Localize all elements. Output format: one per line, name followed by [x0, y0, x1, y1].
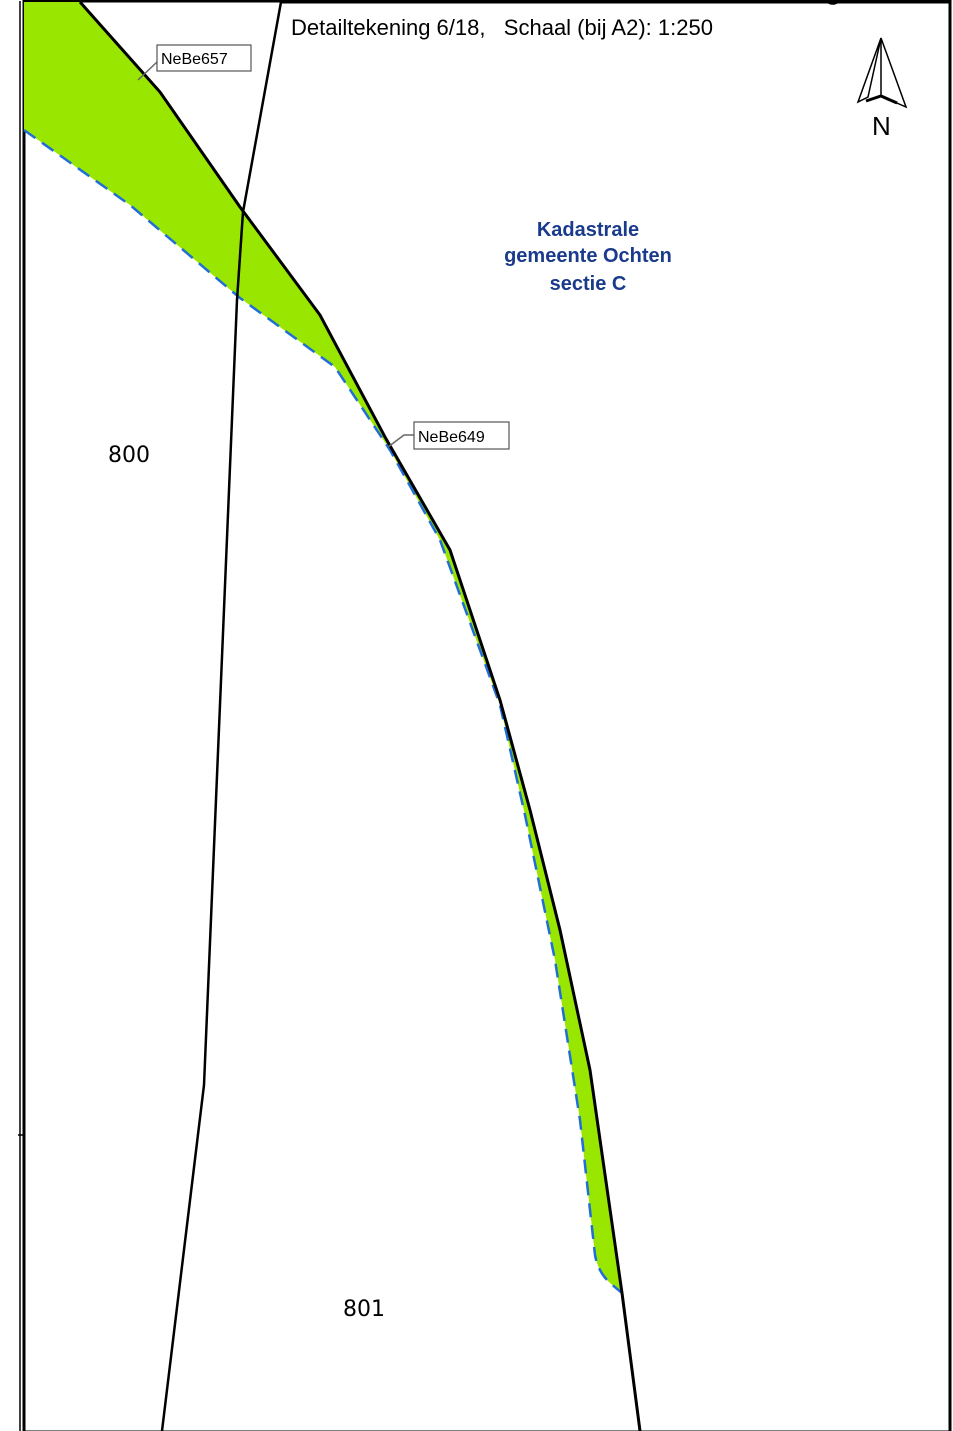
cadastral-label-line1: Kadastrale — [537, 219, 639, 241]
callout-2: NeBe649 — [387, 421, 510, 450]
callout-1-box — [156, 44, 252, 72]
parcel-boundary-line — [160, 1, 283, 1431]
callout-1-label: NeBe657 — [161, 51, 228, 68]
callout-2-leader — [387, 434, 414, 448]
cadastral-label-line2: gemeente Ochten — [504, 245, 672, 267]
parcel-number-800: 800 — [108, 443, 150, 468]
green-area — [24, 2, 622, 1293]
parcel-number-801: 801 — [343, 1297, 385, 1322]
north-arrow-icon — [856, 37, 908, 109]
callout-2-box — [413, 421, 510, 450]
callout-2-label: NeBe649 — [418, 429, 485, 446]
header-title: Detailtekening 6/18, Schaal (bij A2): 1:… — [291, 15, 713, 40]
solid-boundary-line — [78, 1, 642, 1431]
north-arrow-left-half — [856, 37, 882, 104]
header-frame-corner — [825, 0, 839, 5]
callout-1-leader — [137, 61, 158, 81]
callout-1: NeBe657 — [137, 44, 252, 81]
north-label: N — [872, 111, 891, 141]
cadastral-label-line3: sectie C — [550, 273, 627, 295]
dashed-boundary-line — [23, 128, 623, 1294]
north-arrow-base — [865, 94, 898, 105]
